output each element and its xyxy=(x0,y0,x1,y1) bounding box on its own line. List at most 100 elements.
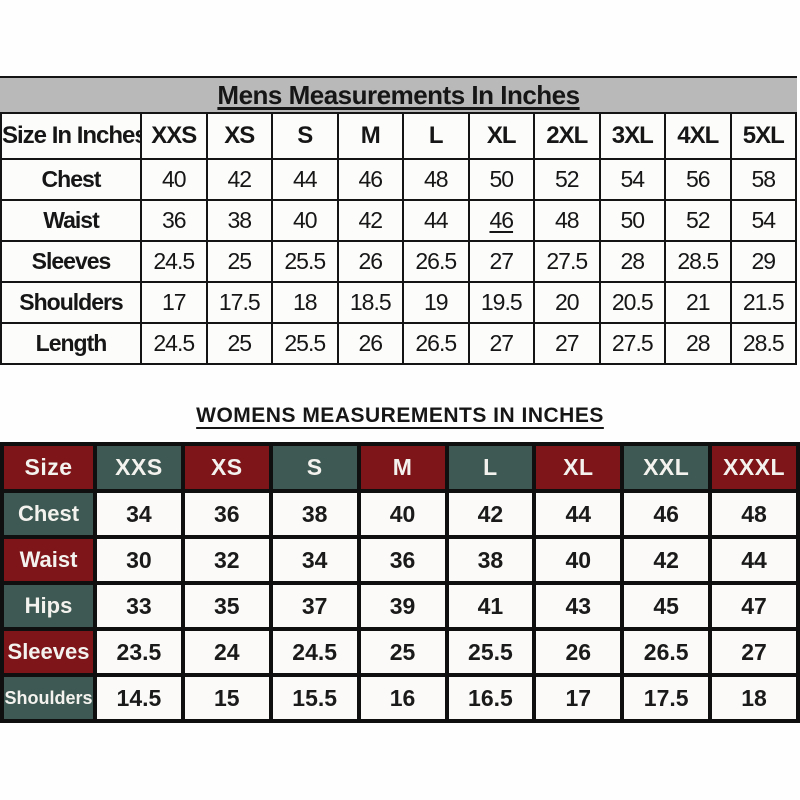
cell-length-4xl: 28 xyxy=(664,322,732,365)
row-label-hips: Hips xyxy=(0,581,97,631)
column-header-xl: XL xyxy=(532,442,625,493)
row-label-length: Length xyxy=(0,322,142,365)
cell-waist-l: 44 xyxy=(402,199,470,242)
cell-shoulders-xxs: 14.5 xyxy=(93,673,185,723)
cell-shoulders-xxxl: 18 xyxy=(708,673,800,723)
column-header-xxs: XXS xyxy=(93,442,185,493)
cell-sleeves-s: 24.5 xyxy=(268,627,361,677)
row-label-sleeves: Sleeves xyxy=(0,627,97,677)
mens-table-body: Chest 40 42 44 46 48 50 52 54 56 58 Waist 36 38 40 42 44… xyxy=(0,158,797,365)
column-header-3xl: 3XL xyxy=(598,112,666,160)
cell-waist-xl: 40 xyxy=(532,535,625,585)
cell-chest-3xl: 54 xyxy=(598,158,666,201)
cell-waist-4xl: 52 xyxy=(664,199,732,242)
cell-shoulders-4xl: 21 xyxy=(664,281,732,324)
cell-sleeves-xxxl: 27 xyxy=(708,627,800,677)
cell-waist-xxl: 42 xyxy=(620,535,713,585)
row-label-waist: Waist xyxy=(0,535,97,585)
cell-sleeves-m: 26 xyxy=(336,240,404,283)
column-header-2xl: 2XL xyxy=(533,112,601,160)
cell-sleeves-xxl: 26.5 xyxy=(620,627,713,677)
cell-chest-xxs: 40 xyxy=(140,158,208,201)
column-header-m: M xyxy=(336,112,404,160)
cell-shoulders-m: 18.5 xyxy=(336,281,404,324)
cell-chest-xxxl: 48 xyxy=(708,489,800,539)
table-row-length: Length 24.5 25 25.5 26 26.5 27 27 27.5 28 28.5 xyxy=(0,322,797,365)
cell-waist-xl: 46 xyxy=(467,199,535,242)
cell-shoulders-2xl: 20 xyxy=(533,281,601,324)
column-header-l: L xyxy=(444,442,537,493)
cell-waist-5xl: 54 xyxy=(729,199,797,242)
cell-shoulders-m: 16 xyxy=(356,673,449,723)
cell-waist-s: 40 xyxy=(271,199,339,242)
cell-chest-xs: 36 xyxy=(180,489,273,539)
cell-chest-xxs: 34 xyxy=(93,489,185,539)
cell-sleeves-xxs: 23.5 xyxy=(93,627,185,677)
cell-shoulders-l: 16.5 xyxy=(444,673,537,723)
cell-chest-xl: 50 xyxy=(467,158,535,201)
column-header-xs: XS xyxy=(180,442,273,493)
table-row-waist: Waist 30 32 34 36 38 40 42 44 xyxy=(0,535,800,585)
cell-hips-xl: 43 xyxy=(532,581,625,631)
cell-shoulders-3xl: 20.5 xyxy=(598,281,666,324)
cell-shoulders-xxl: 17.5 xyxy=(620,673,713,723)
column-header-m: M xyxy=(356,442,449,493)
cell-shoulders-s: 15.5 xyxy=(268,673,361,723)
womens-size-table: Size XXS XS S M L XL XXL XXXL Chest 34 36 38 40 42 44 4… xyxy=(0,442,800,723)
cell-hips-l: 41 xyxy=(444,581,537,631)
cell-chest-l: 42 xyxy=(444,489,537,539)
cell-sleeves-xxs: 24.5 xyxy=(140,240,208,283)
cell-waist-xxxl: 44 xyxy=(708,535,800,585)
cell-sleeves-3xl: 28 xyxy=(598,240,666,283)
cell-sleeves-xl: 26 xyxy=(532,627,625,677)
cell-waist-3xl: 50 xyxy=(598,199,666,242)
cell-sleeves-s: 25.5 xyxy=(271,240,339,283)
cell-length-5xl: 28.5 xyxy=(729,322,797,365)
column-header-xs: XS xyxy=(205,112,273,160)
cell-hips-xxs: 33 xyxy=(93,581,185,631)
header-row: Size XXS XS S M L XL XXL XXXL xyxy=(0,442,800,493)
cell-sleeves-l: 26.5 xyxy=(402,240,470,283)
cell-sleeves-2xl: 27.5 xyxy=(533,240,601,283)
row-label-shoulders: Shoulders xyxy=(0,673,97,723)
cell-shoulders-s: 18 xyxy=(271,281,339,324)
cell-chest-s: 44 xyxy=(271,158,339,201)
column-header-s: S xyxy=(268,442,361,493)
cell-chest-m: 40 xyxy=(356,489,449,539)
cell-waist-xxs: 36 xyxy=(140,199,208,242)
womens-table-header: Size XXS XS S M L XL XXL XXXL xyxy=(0,442,800,493)
cell-waist-m: 42 xyxy=(336,199,404,242)
cell-chest-xxl: 46 xyxy=(620,489,713,539)
column-header-xxl: XXL xyxy=(620,442,713,493)
cell-shoulders-xs: 17.5 xyxy=(205,281,273,324)
column-header-4xl: 4XL xyxy=(664,112,732,160)
cell-waist-xs: 38 xyxy=(205,199,273,242)
table-row-sleeves: Sleeves 24.5 25 25.5 26 26.5 27 27.5 28 28.5 29 xyxy=(0,240,797,283)
cell-length-3xl: 27.5 xyxy=(598,322,666,365)
cell-chest-m: 46 xyxy=(336,158,404,201)
column-header-size: Size xyxy=(0,442,97,493)
cell-hips-xxl: 45 xyxy=(620,581,713,631)
cell-length-s: 25.5 xyxy=(271,322,339,365)
womens-chart-title-wrap: WOMENS MEASUREMENTS IN INCHES xyxy=(0,404,800,428)
header-row: Size In Inches XXS XS S M L XL 2XL 3XL 4XL 5XL xyxy=(0,112,797,160)
cell-sleeves-5xl: 29 xyxy=(729,240,797,283)
cell-hips-xxxl: 47 xyxy=(708,581,800,631)
cell-length-m: 26 xyxy=(336,322,404,365)
row-label-sleeves: Sleeves xyxy=(0,240,142,283)
table-row-chest: Chest 40 42 44 46 48 50 52 54 56 58 xyxy=(0,158,797,201)
column-header-l: L xyxy=(402,112,470,160)
cell-chest-5xl: 58 xyxy=(729,158,797,201)
cell-length-xs: 25 xyxy=(205,322,273,365)
row-label-shoulders: Shoulders xyxy=(0,281,142,324)
mens-chart-title-band: Mens Measurements In Inches xyxy=(0,76,797,112)
cell-sleeves-xs: 24 xyxy=(180,627,273,677)
cell-sleeves-l: 25.5 xyxy=(444,627,537,677)
column-header-size-in-inches: Size In Inches xyxy=(0,112,142,160)
table-row-shoulders: Shoulders 17 17.5 18 18.5 19 19.5 20 20.5 21 21.5 xyxy=(0,281,797,324)
cell-shoulders-xl: 19.5 xyxy=(467,281,535,324)
cell-chest-2xl: 52 xyxy=(533,158,601,201)
cell-chest-xs: 42 xyxy=(205,158,273,201)
cell-sleeves-xl: 27 xyxy=(467,240,535,283)
